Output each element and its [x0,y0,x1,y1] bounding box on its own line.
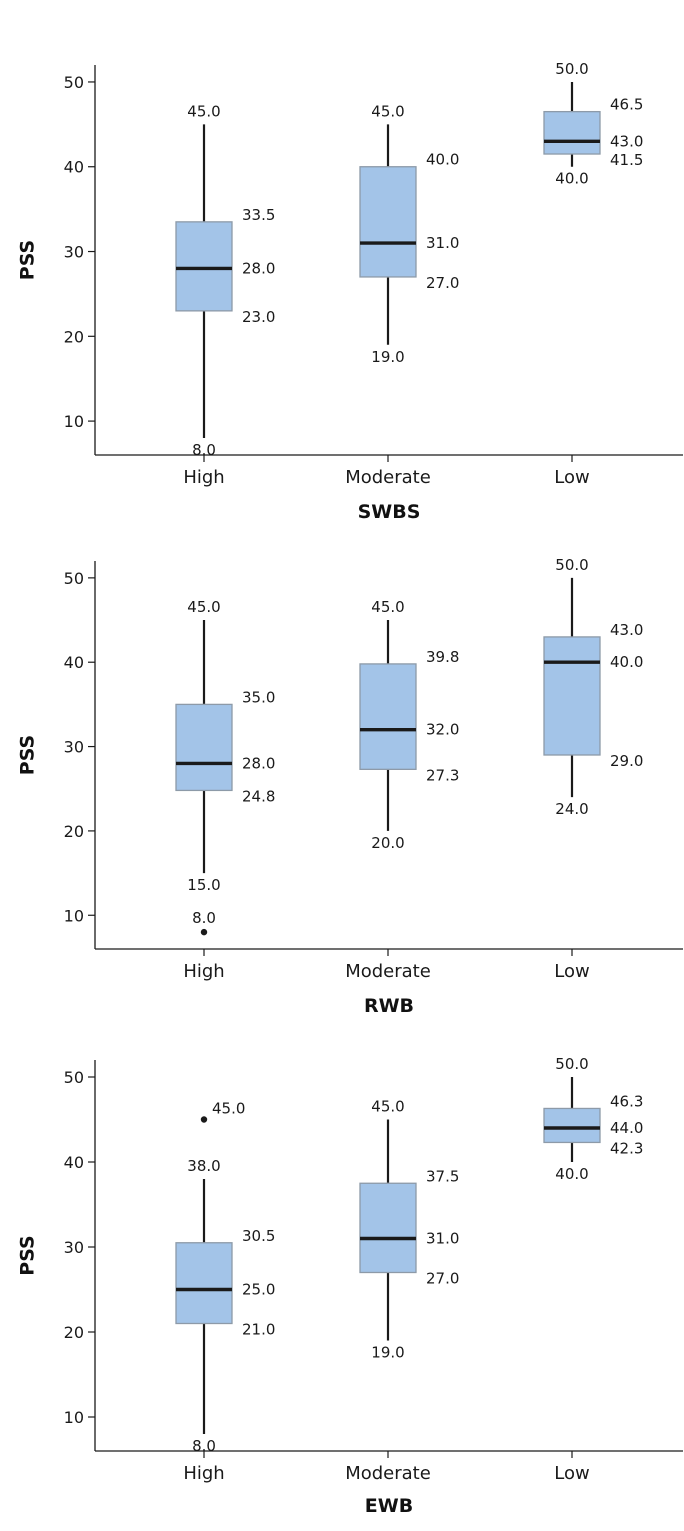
chart3-label-median-low: 44.0 [610,1119,643,1137]
chart1-y-tick-label: 20 [64,327,84,346]
chart3-label-outlier-high: 45.0 [212,1100,245,1118]
chart3-label-min-high: 8.0 [192,1437,216,1455]
chart1-y-tick-label: 10 [64,412,84,431]
chart2-y-tick-label: 20 [64,822,84,841]
chart3-x-tick-label: Moderate [345,1463,431,1484]
chart2-label-median-low: 40.0 [610,653,643,671]
chart2-box-high [175,703,233,792]
chart1-label-q1-moderate: 27.0 [426,274,459,292]
chart3-x-tick-label: High [183,1463,224,1484]
chart2-label-min-low: 24.0 [555,800,588,818]
chart3-label-q1-low: 42.3 [610,1139,643,1157]
chart3-label-q3-moderate: 37.5 [426,1167,459,1185]
chart2-y-tick-label: 30 [64,738,84,757]
chart2-label-q3-high: 35.0 [242,688,275,706]
chart2-label-outlier-high: 8.0 [192,909,216,927]
chart1-x-tick-label: Low [554,467,589,488]
chart3-box-high [175,1242,233,1325]
chart2-box-moderate [359,663,417,770]
chart2-y-tick-label: 10 [64,906,84,925]
chart3-x-tick-label: Low [554,1463,589,1484]
chart2-label-median-high: 28.0 [242,754,275,772]
chart3-y-tick-label: 40 [64,1153,84,1172]
chart3-label-min-moderate: 19.0 [371,1344,404,1362]
chart1-label-max-low: 50.0 [555,60,588,78]
chart1-y-tick-label: 50 [64,73,84,92]
chart2-y-tick-label: 40 [64,653,84,672]
chart1-box-high [175,221,233,312]
chart1-label-min-high: 8.0 [192,441,216,459]
chart2-label-q1-low: 29.0 [610,752,643,770]
chart2-x-tick-label: High [183,961,224,982]
chart2-label-min-high: 15.0 [187,876,220,894]
chart2-label-min-moderate: 20.0 [371,834,404,852]
chart1-label-q3-moderate: 40.0 [426,151,459,169]
chart1-label-median-high: 28.0 [242,259,275,277]
chart3-label-max-moderate: 45.0 [371,1098,404,1116]
chart2-y-axis-title: PSS [17,735,39,775]
chart1-x-axis-title: SWBS [358,501,421,523]
chart1-label-q1-low: 41.5 [610,151,643,169]
chart2-label-q1-moderate: 27.3 [426,766,459,784]
chart3-y-axis-title: PSS [17,1235,39,1275]
chart1-label-max-high: 45.0 [187,102,220,120]
chart1-y-tick-label: 30 [64,243,84,262]
chart2-x-tick-label: Low [554,961,589,982]
chart3-label-median-high: 25.0 [242,1281,275,1299]
chart3-y-tick-label: 10 [64,1408,84,1427]
chart1-box-moderate [359,166,417,278]
chart3-outlier-high [200,1116,208,1123]
chart2-y-tick-label: 50 [64,569,84,588]
chart1-label-min-moderate: 19.0 [371,348,404,366]
chart1-label-median-moderate: 31.0 [426,234,459,252]
chart2-label-q3-moderate: 39.8 [426,648,459,666]
chart3-y-tick-label: 30 [64,1238,84,1257]
chart2-label-max-moderate: 45.0 [371,598,404,616]
chart3-y-tick-label: 20 [64,1323,84,1342]
chart3-label-max-high: 38.0 [187,1157,220,1175]
chart3-y-tick-label: 50 [64,1068,84,1087]
chart3-label-q1-high: 21.0 [242,1321,275,1339]
chart2-label-median-moderate: 32.0 [426,721,459,739]
chart2-label-max-low: 50.0 [555,556,588,574]
chart1-label-q3-high: 33.5 [242,206,275,224]
chart2-outlier-high [200,928,208,936]
chart1-label-q3-low: 46.5 [610,96,643,114]
chart1-label-q1-high: 23.0 [242,308,275,326]
chart2-label-max-high: 45.0 [187,598,220,616]
chart2-box-low [543,636,601,756]
chart3-label-q3-low: 46.3 [610,1092,643,1110]
chart1-x-tick-label: High [183,467,224,488]
chart1-label-median-low: 43.0 [610,132,643,150]
chart1-y-axis-title: PSS [17,240,39,280]
chart3-label-max-low: 50.0 [555,1055,588,1073]
chart1-y-tick-label: 40 [64,158,84,177]
chart2-x-axis-title: RWB [364,995,414,1017]
chart2-x-tick-label: Moderate [345,961,431,982]
chart2-label-q1-high: 24.8 [242,787,275,805]
chart1-x-tick-label: Moderate [345,467,431,488]
chart1-label-min-low: 40.0 [555,170,588,188]
chart1-label-max-moderate: 45.0 [371,102,404,120]
chart3-box-low [543,1107,601,1144]
chart3-x-axis-title: EWB [365,1495,413,1517]
chart3-label-min-low: 40.0 [555,1165,588,1183]
chart3-label-q3-high: 30.5 [242,1227,275,1245]
chart3-label-median-moderate: 31.0 [426,1230,459,1248]
chart1-box-low [543,110,601,155]
chart3-box-moderate [359,1182,417,1274]
chart3-label-q1-moderate: 27.0 [426,1270,459,1288]
chart2-label-q3-low: 43.0 [610,621,643,639]
